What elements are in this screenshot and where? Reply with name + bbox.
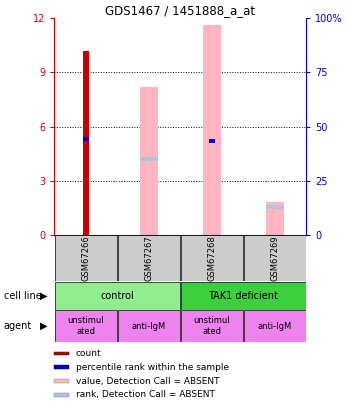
Text: GSM67268: GSM67268	[207, 235, 216, 281]
Text: TAK1 deficient: TAK1 deficient	[208, 291, 278, 301]
Bar	[55, 310, 117, 342]
Title: GDS1467 / 1451888_a_at: GDS1467 / 1451888_a_at	[105, 4, 255, 17]
Bar	[54, 365, 69, 369]
Bar	[83, 137, 89, 141]
Text: GSM67266: GSM67266	[81, 235, 90, 281]
Bar	[181, 235, 243, 281]
Text: GSM67267: GSM67267	[144, 235, 153, 281]
Bar	[140, 87, 158, 235]
Bar	[55, 235, 117, 281]
Bar	[203, 26, 220, 235]
Text: cell line: cell line	[4, 291, 41, 301]
Bar	[140, 157, 158, 161]
Bar	[209, 139, 215, 143]
Text: rank, Detection Call = ABSENT: rank, Detection Call = ABSENT	[76, 390, 215, 399]
Text: ▶: ▶	[40, 321, 48, 331]
Bar	[266, 205, 284, 209]
Text: anti-IgM: anti-IgM	[132, 322, 166, 330]
Bar	[181, 282, 306, 309]
Bar	[54, 352, 69, 356]
Bar	[54, 393, 69, 397]
Text: agent: agent	[4, 321, 32, 331]
Text: ▶: ▶	[40, 291, 48, 301]
Bar	[55, 282, 180, 309]
Bar	[118, 310, 180, 342]
Bar	[83, 51, 89, 235]
Bar	[244, 235, 306, 281]
Text: GSM67269: GSM67269	[270, 235, 279, 281]
Text: percentile rank within the sample: percentile rank within the sample	[76, 363, 229, 372]
Text: value, Detection Call = ABSENT: value, Detection Call = ABSENT	[76, 377, 219, 386]
Bar	[266, 202, 284, 235]
Bar	[54, 379, 69, 383]
Text: count: count	[76, 349, 102, 358]
Bar	[118, 235, 180, 281]
Text: unstimul
ated: unstimul ated	[68, 316, 104, 336]
Text: control: control	[100, 291, 134, 301]
Bar	[244, 310, 306, 342]
Bar	[181, 310, 243, 342]
Text: unstimul
ated: unstimul ated	[194, 316, 230, 336]
Text: anti-IgM: anti-IgM	[258, 322, 292, 330]
